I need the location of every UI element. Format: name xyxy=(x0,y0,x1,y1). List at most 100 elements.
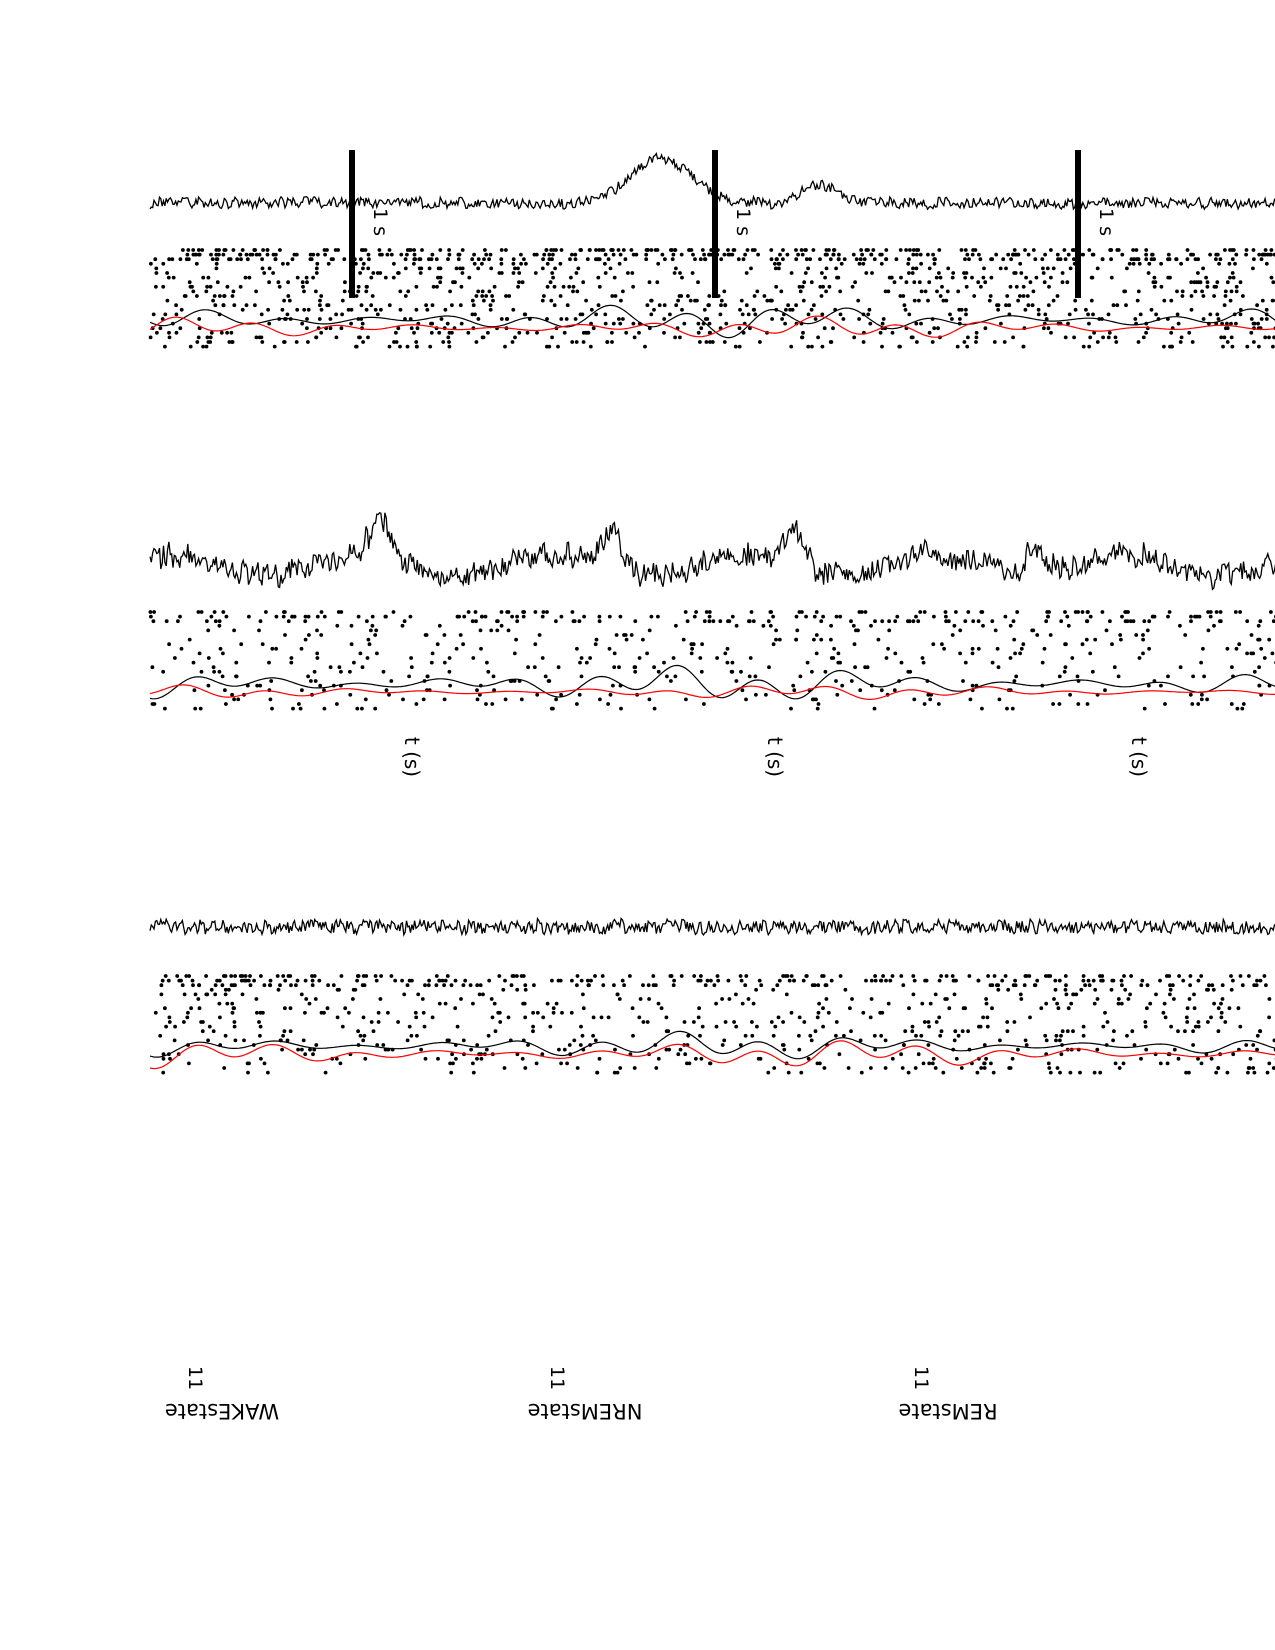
spike xyxy=(376,1020,381,1024)
spike xyxy=(218,646,223,651)
spike xyxy=(300,1047,304,1052)
spike xyxy=(1231,978,1235,983)
spike xyxy=(420,248,424,252)
spike xyxy=(1049,330,1053,335)
spike xyxy=(204,992,209,997)
spike xyxy=(1228,298,1233,303)
spike xyxy=(782,1047,787,1052)
spike xyxy=(775,983,780,988)
spike xyxy=(740,688,745,693)
spike xyxy=(394,330,398,335)
spike xyxy=(1060,1029,1065,1034)
spike xyxy=(547,252,552,257)
spike xyxy=(1142,619,1147,624)
spike xyxy=(581,1006,586,1011)
spike xyxy=(266,1070,270,1075)
spike xyxy=(349,642,354,647)
spike xyxy=(739,669,743,674)
spike xyxy=(906,1070,911,1075)
spike xyxy=(354,261,358,266)
spike xyxy=(567,1043,572,1047)
spike xyxy=(166,275,171,280)
spike xyxy=(398,344,402,349)
spike xyxy=(907,271,911,275)
spike xyxy=(1116,1001,1121,1006)
spike xyxy=(339,974,344,978)
spike xyxy=(265,248,270,252)
spike xyxy=(217,619,222,624)
spike xyxy=(1179,335,1184,340)
spike xyxy=(828,340,833,344)
spike xyxy=(1018,294,1022,298)
spike xyxy=(970,275,974,280)
spike xyxy=(476,317,481,321)
spike xyxy=(201,344,206,349)
spike xyxy=(189,1006,194,1011)
spike xyxy=(974,340,978,344)
spike xyxy=(800,252,805,257)
spike xyxy=(414,307,419,312)
spike xyxy=(379,974,383,978)
spike xyxy=(1206,1020,1210,1024)
spike xyxy=(1201,294,1206,298)
spike xyxy=(858,257,863,262)
spike xyxy=(573,252,578,257)
spike xyxy=(409,1033,414,1038)
spike xyxy=(671,252,676,257)
spike xyxy=(823,983,828,988)
spike xyxy=(1252,257,1256,262)
spike xyxy=(1090,275,1095,280)
spike xyxy=(542,294,546,298)
spike xyxy=(451,1061,455,1066)
spike xyxy=(288,974,293,978)
spike xyxy=(172,1038,177,1043)
spike xyxy=(671,983,676,988)
spike xyxy=(471,1061,475,1066)
spike xyxy=(856,298,861,303)
spike xyxy=(488,307,493,312)
spike xyxy=(1054,1033,1059,1038)
spike xyxy=(679,252,684,257)
spike xyxy=(883,289,888,294)
spike xyxy=(1113,1061,1118,1066)
spike xyxy=(1064,983,1068,988)
spike xyxy=(564,317,569,321)
spike xyxy=(311,1052,315,1057)
spike xyxy=(637,656,642,660)
spike xyxy=(798,289,803,294)
spike xyxy=(812,303,816,308)
spike xyxy=(922,702,927,706)
spike xyxy=(364,289,369,294)
spike xyxy=(991,1070,996,1075)
spike xyxy=(434,983,439,988)
spike xyxy=(383,614,388,619)
spike xyxy=(1212,1001,1216,1006)
spike xyxy=(926,1043,931,1047)
spike xyxy=(838,289,843,294)
spike xyxy=(1229,335,1234,340)
spike xyxy=(503,344,507,349)
spike xyxy=(633,669,638,674)
spike xyxy=(1145,983,1150,988)
spike xyxy=(470,298,475,303)
spike xyxy=(660,252,665,257)
spike xyxy=(1116,248,1121,252)
spike xyxy=(815,1061,820,1066)
spike xyxy=(687,1061,692,1066)
spike xyxy=(680,307,684,312)
spike xyxy=(286,294,291,298)
spike xyxy=(1021,284,1026,289)
spike xyxy=(857,261,862,266)
spike xyxy=(685,619,690,624)
spike xyxy=(549,248,554,252)
spike xyxy=(449,1070,454,1075)
spike xyxy=(927,330,932,335)
spike xyxy=(198,706,203,711)
spike xyxy=(1101,335,1105,340)
spike xyxy=(259,974,263,978)
spike xyxy=(232,628,237,633)
spike xyxy=(400,623,405,628)
spike xyxy=(615,1070,620,1075)
spike xyxy=(239,642,244,647)
